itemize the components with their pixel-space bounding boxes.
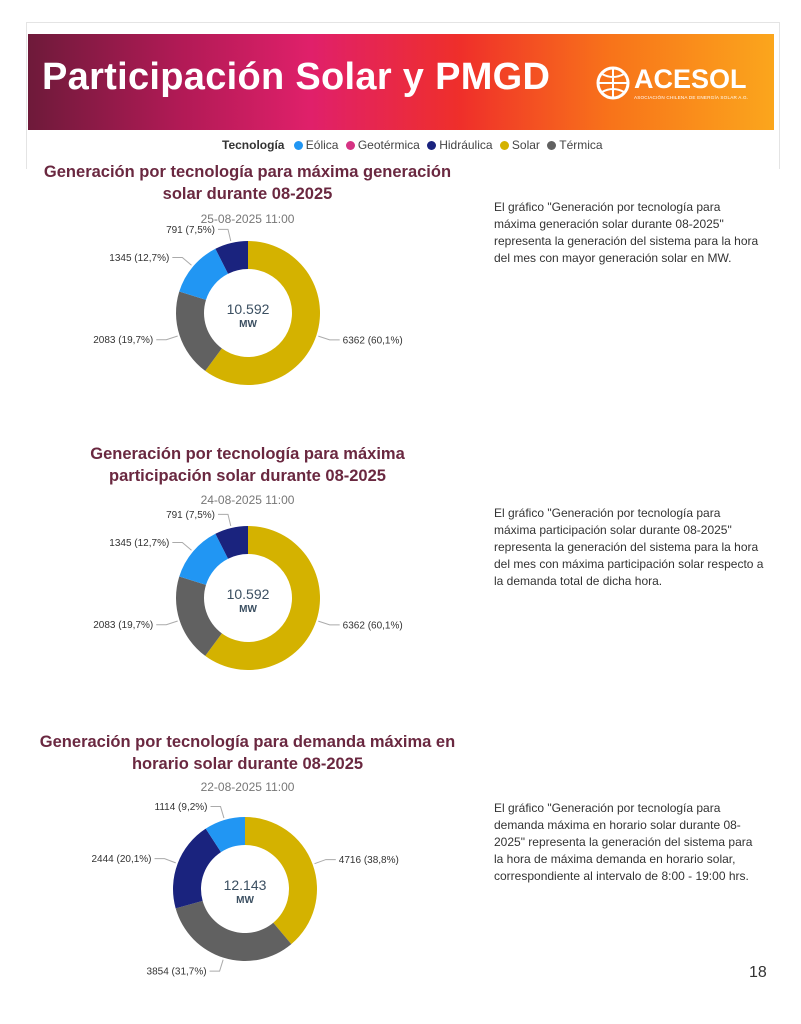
slice-label: 2083 (19,7%) [93,335,153,346]
leader-line [318,620,340,626]
legend-dot [427,140,437,150]
chart-1-title-line1: Generación por tecnología para máxima ge… [43,163,452,181]
leader-line [156,335,178,341]
donut-slice-solar[interactable] [245,817,317,945]
leader-line [318,335,340,341]
legend-label: Geotérmica [357,138,420,152]
slice-label: 2444 (20,1%) [91,854,151,865]
donut-slice-térmica[interactable] [176,576,222,656]
chart-2-title-line2: participación solar durante 08-2025 [109,467,386,485]
leader-line [156,620,178,626]
donut-slice-solar[interactable] [205,241,320,385]
leader-line [210,806,225,819]
slice-label: 3854 (31,7%) [147,967,207,978]
chart-legend: Tecnología Eólica Geotérmica Hidráulica … [222,138,607,152]
slice-label: 6362 (60,1%) [343,335,403,346]
slice-label: 1114 (9,2%) [155,802,208,813]
slice-label: 4716 (38,8%) [339,855,399,866]
legend-item-solar[interactable]: Solar [499,138,540,152]
donut-slice-hidráulica[interactable] [173,828,221,909]
slice-label: 1345 (12,7%) [109,538,169,549]
chart-2-description: El gráfico "Generación por tecnología pa… [494,506,764,588]
legend-label: Hidráulica [439,138,493,152]
legend-dot [345,140,355,150]
donut-slice-eólica[interactable] [179,248,229,300]
chart-2-date: 24-08-2025 11:00 [200,493,295,507]
donut-center-unit: MW [236,895,254,906]
slice-label: 791 (7,5%) [166,225,215,236]
legend-item-hidraulica[interactable]: Hidráulica [427,138,493,152]
chart-2-donut: 6362 (60,1%) 2083 (19,7%) 1345 (12,7%) 791 … [93,510,403,670]
leader-line [172,541,192,551]
chart-3-date: 22-08-2025 11:00 [200,780,295,794]
chart-1-date: 25-08-2025 11:00 [200,212,295,226]
donut-slice-hidráulica[interactable] [215,526,248,559]
leader-line [172,256,192,266]
chart-1-title: Generación por tecnología para máxima ge… [20,161,475,205]
chart-1-title-line2: solar durante 08-2025 [162,185,333,203]
chart-1-donut: 6362 (60,1%) 2083 (19,7%) 1345 (12,7%) 791 … [93,225,403,385]
header-banner: Participación Solar y PMGD ACESOL ASOCIA… [28,34,774,130]
slice-label: 1345 (12,7%) [109,253,169,264]
leader-line [217,513,232,527]
donut-center-unit: MW [239,604,257,615]
chart-2-title-line1: Generación por tecnología para máxima [90,445,405,463]
slice-label: 2083 (19,7%) [93,620,153,631]
donut-center-unit: MW [239,319,257,330]
donut-center-value: 10.592 [227,301,270,317]
chart-1-description: El gráfico "Generación por tecnología pa… [494,200,759,265]
donut-slice-hidráulica[interactable] [215,241,248,274]
legend-label: Eólica [305,138,339,152]
chart-3-description: El gráfico "Generación por tecnología pa… [494,801,753,883]
sun-globe-icon [596,66,630,100]
chart-2-title: Generación por tecnología para máxima pa… [20,443,475,487]
legend-item-geotermica[interactable]: Geotérmica [345,138,420,152]
slice-label: 6362 (60,1%) [343,620,403,631]
acesol-logo: ACESOL ASOCIACIÓN CHILENA DE ENERGÍA SOL… [596,62,756,108]
legend-label: Solar [511,138,540,152]
legend-item-termica[interactable]: Térmica [547,138,603,152]
leader-line [209,959,224,972]
leader-line [217,228,232,242]
legend-dot [547,140,557,150]
chart-3-donut: 4716 (38,8%) 3854 (31,7%) 2444 (20,1%) 1114… [91,802,399,978]
page-number: 18 [749,964,767,981]
leader-line [154,858,176,864]
donut-slice-eólica[interactable] [205,817,245,853]
chart-3-title-line1: Generación por tecnología para demanda m… [39,733,456,751]
page-frame [26,22,780,169]
logo-tagline: ASOCIACIÓN CHILENA DE ENERGÍA SOLAR A.G. [634,95,749,100]
page-title: Participación Solar y PMGD [42,56,551,98]
legend-title: Tecnología [222,138,285,152]
donut-center-value: 12.143 [224,877,267,893]
donut-slice-solar[interactable] [205,526,320,670]
leader-line [314,859,336,865]
slice-label: 791 (7,5%) [166,510,215,521]
donut-slice-térmica[interactable] [175,900,292,961]
legend-label: Térmica [559,138,603,152]
chart-3-title: Generación por tecnología para demanda m… [20,731,475,775]
legend-item-eolica[interactable]: Eólica [293,138,339,152]
donut-slice-eólica[interactable] [179,533,229,585]
legend-dot [293,140,303,150]
legend-dot [499,140,509,150]
donut-slice-térmica[interactable] [176,291,222,371]
donut-center-value: 10.592 [227,586,270,602]
chart-3-title-line2: horario solar durante 08-2025 [131,755,364,773]
logo-text: ACESOL [634,64,747,94]
